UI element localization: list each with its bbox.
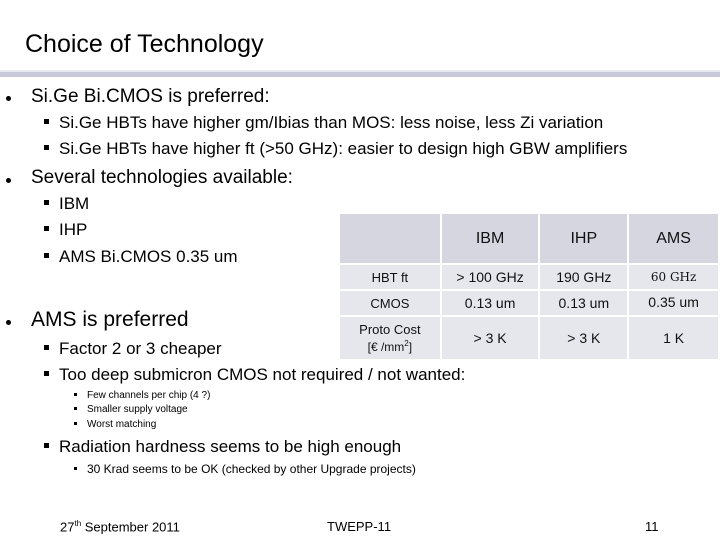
square-bullet [44, 145, 49, 151]
tech-item-text: AMS Bi.CMOS 0.35 um [59, 247, 238, 266]
square-bullet [74, 406, 77, 410]
table-cell: > 3 K [538, 315, 630, 361]
reason-cmos: Too deep submicron CMOS not required / n… [44, 365, 465, 385]
reason-cmos-sub-3: Worst matching [74, 419, 156, 430]
bullet-several-technologies: Several technologies available: [31, 167, 293, 188]
square-bullet [44, 226, 49, 232]
reason-text: Factor 2 or 3 cheaper [59, 339, 222, 358]
proto-cost-label: Proto Cost [359, 322, 421, 337]
tech-item-text: IBM [59, 194, 90, 213]
table-header-row: IBM IHP AMS [338, 212, 720, 265]
table-cell: 1 K [627, 315, 720, 361]
reason-cmos-sub-1: Few channels per chip (4 ?) [74, 390, 210, 401]
square-bullet [44, 200, 49, 206]
table-row-label: CMOS [338, 289, 442, 317]
sub-bullet-text: Si.Ge HBTs have higher ft (>50 GHz): eas… [59, 139, 628, 158]
square-bullet [44, 371, 49, 377]
reason-text: Too deep submicron CMOS not required / n… [59, 365, 466, 384]
table-row: CMOS 0.13 um 0.13 um 0.35 um [338, 289, 720, 317]
page-number: 11 [645, 519, 659, 534]
sub-reason-text: Worst matching [87, 419, 157, 430]
reason-radiation: Radiation hardness seems to be high enou… [44, 437, 401, 457]
square-bullet [74, 421, 77, 425]
bullet-dot [6, 96, 11, 101]
square-bullet [44, 345, 49, 351]
reason-cmos-sub-2: Smaller supply voltage [74, 404, 188, 415]
table-header-ihp: IHP [538, 212, 630, 265]
proto-cost-unit: [€ /mm2] [340, 339, 440, 354]
table-row: Proto Cost [€ /mm2] > 3 K > 3 K 1 K [338, 315, 720, 361]
reason-text: Radiation hardness seems to be high enou… [59, 437, 402, 456]
square-bullet [44, 443, 49, 449]
table-header-ibm: IBM [439, 212, 541, 265]
tech-item-text: IHP [59, 220, 88, 239]
square-bullet [44, 253, 49, 259]
tech-item-ihp: IHP [44, 220, 87, 240]
reason-cheaper: Factor 2 or 3 cheaper [44, 339, 222, 359]
bullet-dot [6, 178, 11, 183]
unit-superscript: 2 [404, 339, 409, 348]
bullet-ams-preferred: AMS is preferred [31, 308, 189, 331]
table-cell: 0.35 um [627, 289, 720, 317]
square-bullet [74, 392, 77, 396]
table-cell: > 100 GHz [439, 263, 541, 291]
footer-date: 27th September 2011 [60, 519, 180, 534]
sub-reason-text: 30 Krad seems to be OK (checked by other… [87, 462, 416, 476]
tech-item-ams: AMS Bi.CMOS 0.35 um [44, 247, 238, 267]
sub-bullet-sige-1: Si.Ge HBTs have higher gm/Ibias than MOS… [44, 113, 603, 133]
sub-bullet-sige-2: Si.Ge HBTs have higher ft (>50 GHz): eas… [44, 139, 627, 159]
slide-title: Choice of Technology [25, 30, 264, 58]
table-cell: 60 GHz [627, 263, 720, 291]
square-bullet [74, 467, 77, 471]
date-suffix: th [74, 519, 82, 528]
bullet-sige-preferred: Si.Ge Bi.CMOS is preferred: [31, 86, 270, 107]
table-corner-cell [338, 212, 442, 265]
technology-comparison-table: IBM IHP AMS HBT ft > 100 GHz 190 GHz 60 … [338, 212, 720, 361]
title-divider-light [0, 70, 720, 72]
table-cell: 190 GHz [538, 263, 630, 291]
table-row: HBT ft > 100 GHz 190 GHz 60 GHz [338, 263, 720, 291]
bullet-dot [6, 320, 11, 325]
unit-text: [€ /mm [367, 340, 405, 354]
table-header-ams: AMS [627, 212, 720, 265]
footer-event: TWEPP-11 [327, 519, 392, 534]
square-bullet [44, 119, 49, 125]
sub-reason-text: Few channels per chip (4 ?) [87, 390, 211, 401]
title-divider [0, 72, 720, 77]
sub-reason-text: Smaller supply voltage [87, 404, 188, 415]
date-rest: September 2011 [81, 519, 180, 535]
table-row-label: HBT ft [338, 263, 442, 291]
table-cell: 0.13 um [439, 289, 541, 317]
table-cell: > 3 K [439, 315, 541, 361]
tech-item-ibm: IBM [44, 194, 89, 214]
table-cell: 0.13 um [538, 289, 630, 317]
table-row-label: Proto Cost [€ /mm2] [338, 315, 442, 361]
reason-radiation-sub-1: 30 Krad seems to be OK (checked by other… [74, 462, 416, 476]
sub-bullet-text: Si.Ge HBTs have higher gm/Ibias than MOS… [59, 113, 604, 132]
date-day: 27 [60, 519, 75, 535]
unit-bracket: ] [408, 340, 413, 354]
